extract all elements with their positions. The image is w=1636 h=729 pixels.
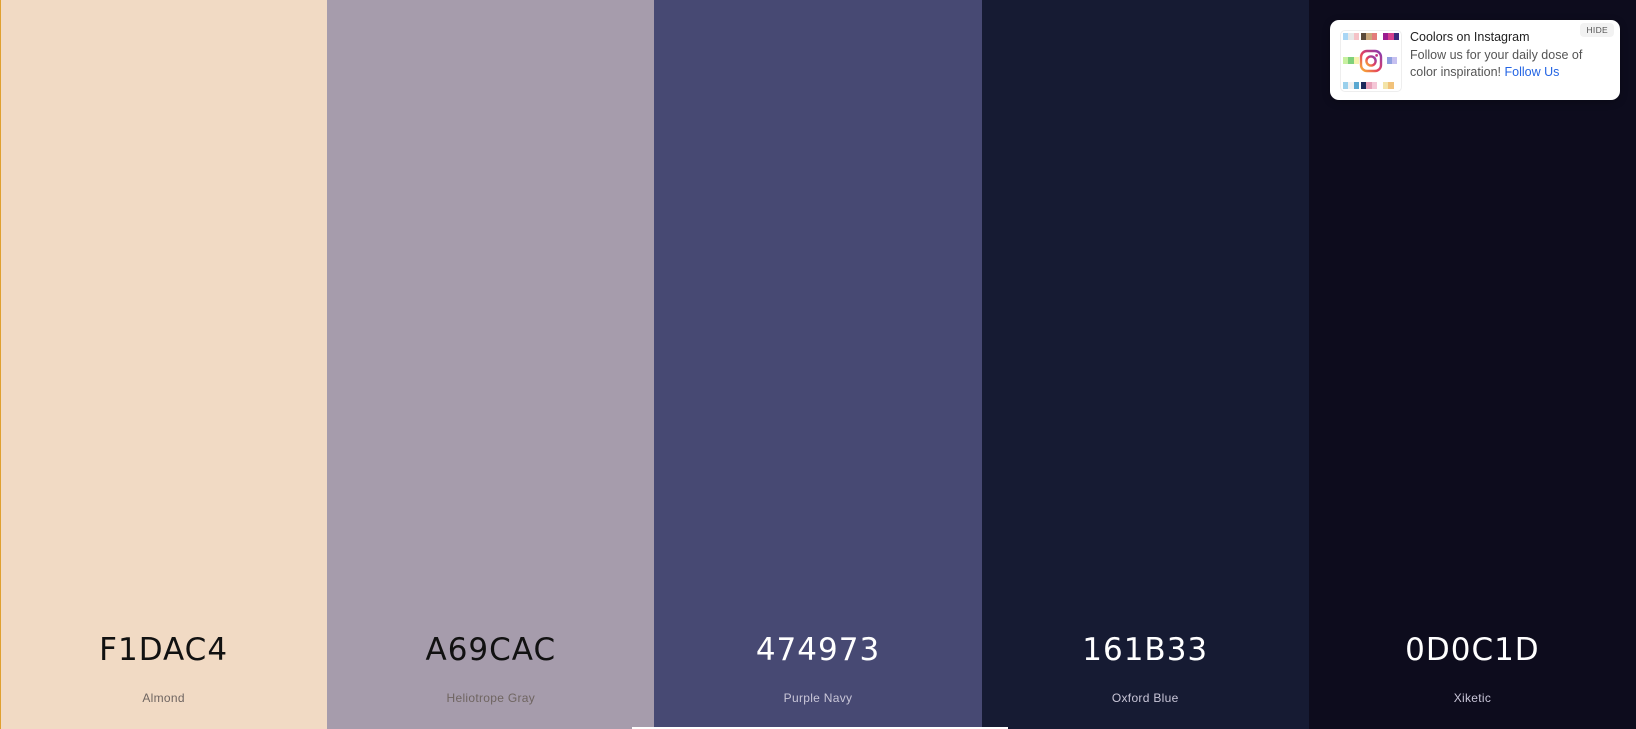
swatch-color-name[interactable]: Heliotrope Gray bbox=[446, 691, 536, 705]
mini-palette-decoration bbox=[1361, 82, 1377, 89]
swatch-hex[interactable]: 161B33 bbox=[1082, 632, 1209, 668]
mini-palette-decoration bbox=[1383, 33, 1399, 40]
mini-palette-decoration bbox=[1343, 82, 1359, 89]
follow-us-link[interactable]: Follow Us bbox=[1504, 65, 1560, 79]
swatch-color-name[interactable]: Purple Navy bbox=[783, 691, 853, 705]
swatch-color-name[interactable]: Oxford Blue bbox=[1111, 691, 1179, 705]
swatch-hex[interactable]: 474973 bbox=[755, 632, 881, 668]
mini-palette-decoration bbox=[1343, 33, 1359, 40]
swatch-heliotrope-gray[interactable]: A69CAC Heliotrope Gray bbox=[327, 0, 655, 729]
instagram-icon bbox=[1359, 49, 1383, 73]
swatch-oxford-blue[interactable]: 161B33 Oxford Blue bbox=[981, 0, 1309, 729]
swatch-xiketic[interactable]: 0D0C1D Xiketic bbox=[1308, 0, 1636, 729]
swatch-color-name[interactable]: Almond bbox=[142, 691, 185, 705]
swatch-hex[interactable]: 0D0C1D bbox=[1405, 632, 1540, 668]
swatch-hex[interactable]: F1DAC4 bbox=[99, 632, 229, 668]
toast-body: Follow us for your daily dose of color i… bbox=[1410, 47, 1595, 81]
mini-palette-decoration bbox=[1383, 82, 1399, 89]
swatch-hex[interactable]: A69CAC bbox=[425, 632, 557, 668]
toast-title: Coolors on Instagram bbox=[1410, 30, 1530, 44]
swatch-purple-navy[interactable]: 474973 Purple Navy bbox=[654, 0, 982, 729]
swatch-color-name[interactable]: Xiketic bbox=[1453, 691, 1492, 705]
instagram-thumbnail[interactable] bbox=[1340, 30, 1402, 92]
mini-palette-decoration bbox=[1361, 33, 1377, 40]
mini-palette-decoration bbox=[1387, 57, 1397, 64]
bottom-indicator-bar bbox=[632, 727, 1008, 729]
mini-palette-decoration bbox=[1343, 57, 1359, 64]
swatch-almond[interactable]: F1DAC4 Almond bbox=[0, 0, 328, 729]
instagram-promo-toast: Coolors on Instagram Follow us for your … bbox=[1330, 20, 1620, 100]
hide-button[interactable]: HIDE bbox=[1580, 23, 1614, 37]
toast-body-text: Follow us for your daily dose of color i… bbox=[1410, 48, 1583, 79]
